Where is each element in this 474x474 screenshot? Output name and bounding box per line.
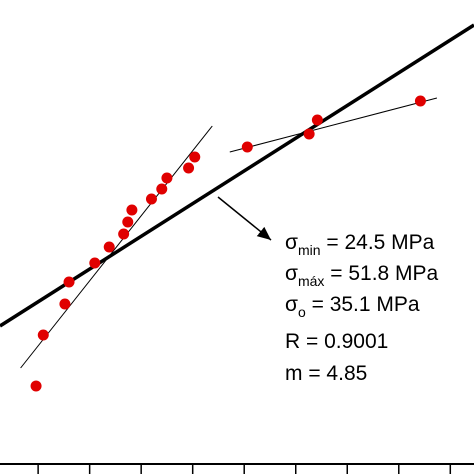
data-point xyxy=(37,329,49,341)
annotation-text: m = 4.85 xyxy=(285,362,367,385)
data-point xyxy=(414,95,426,107)
data-point xyxy=(311,114,323,126)
annotation: σmáx = 51.8 MPa xyxy=(285,262,439,289)
symbol: σ xyxy=(285,293,298,316)
annotation: σmin = 24.5 MPa xyxy=(285,231,435,258)
data-point xyxy=(59,298,71,310)
annotation: σo = 35.1 MPa xyxy=(285,293,420,320)
subscript: o xyxy=(298,304,306,320)
subscript: máx xyxy=(298,273,324,289)
data-point xyxy=(118,228,130,240)
data-point xyxy=(189,151,201,163)
fit-line xyxy=(20,125,213,369)
data-point xyxy=(126,204,138,216)
annotation: R = 0.9001 xyxy=(285,330,388,353)
symbol: σ xyxy=(285,262,298,285)
annotation-text: = 24.5 MPa xyxy=(321,231,435,254)
data-point xyxy=(183,162,195,174)
data-point xyxy=(122,216,134,228)
data-point xyxy=(103,241,115,253)
data-point xyxy=(145,193,157,205)
annotation-text: R = 0.9001 xyxy=(285,330,388,353)
data-point xyxy=(241,141,253,153)
fit-line xyxy=(0,23,474,328)
data-point xyxy=(30,380,42,392)
annotation-text: = 51.8 MPa xyxy=(324,262,438,285)
arrow xyxy=(217,196,272,241)
data-point xyxy=(156,183,168,195)
data-point xyxy=(303,128,315,140)
annotation: m = 4.85 xyxy=(285,362,367,385)
data-point xyxy=(89,257,101,269)
annotation-text: = 35.1 MPa xyxy=(306,293,420,316)
subscript: min xyxy=(298,242,321,258)
symbol: σ xyxy=(285,231,298,254)
fit-line xyxy=(229,97,438,153)
data-point xyxy=(63,276,75,288)
data-point xyxy=(161,172,173,184)
